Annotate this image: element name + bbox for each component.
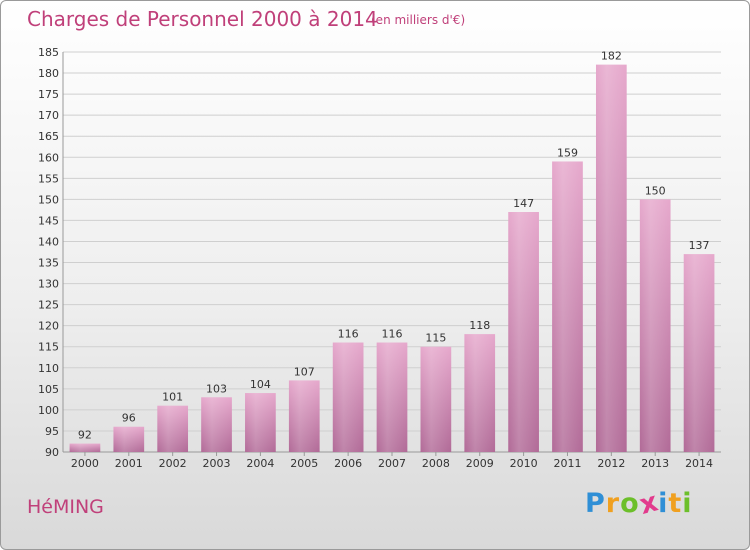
x-tick-label: 2013 [641,457,669,470]
value-label: 137 [689,239,710,252]
value-label: 104 [250,378,271,391]
bar-shine [201,397,232,452]
y-tick-label: 100 [38,404,59,417]
bar-shine [595,64,627,452]
x-tick-label: 2000 [71,457,99,470]
value-label: 115 [425,332,446,345]
logo-letter: o [620,488,640,519]
bar-shine [420,346,452,452]
value-label: 92 [78,429,92,442]
y-tick-label: 165 [38,130,59,143]
y-tick-label: 160 [38,151,59,164]
x-tick-label: 2007 [378,457,406,470]
value-label: 101 [162,391,183,404]
y-tick-label: 145 [38,214,59,227]
y-tick-label: 120 [38,320,59,333]
bar-shine [552,161,583,452]
x-tick-label: 2012 [597,457,625,470]
x-tick-label: 2010 [510,457,538,470]
x-tick-label: 2004 [246,457,274,470]
y-tick-label: 130 [38,278,59,291]
x-tick-label: 2006 [334,457,362,470]
value-label: 118 [469,319,490,332]
bar-shine [508,212,539,452]
x-tick-label: 2011 [553,457,581,470]
value-label: 182 [601,50,622,63]
y-tick-label: 155 [38,172,59,185]
x-axis: 2000 2001 2002 2003 2004 2005 2006 2007 2008 2009… [71,452,713,470]
value-label: 147 [513,197,534,210]
bar-shine [113,426,145,452]
value-label: 107 [294,365,315,378]
y-tick-label: 140 [38,235,59,248]
x-tick-label: 2002 [159,457,187,470]
bar-shine [332,342,364,452]
value-label: 116 [382,328,403,341]
bar-shine [464,334,496,452]
value-label: 96 [122,412,136,425]
bar-shine [157,405,189,452]
y-tick-label: 110 [38,362,59,375]
x-tick-label: 2008 [422,457,450,470]
y-tick-label: 185 [38,46,59,59]
logo-letter: i [658,488,669,519]
value-label: 103 [206,382,227,395]
value-label: 159 [557,146,578,159]
y-tick-label: 175 [38,88,59,101]
y-tick-label: 90 [45,446,59,459]
logo-letter: t [668,488,683,519]
logo-letter: i [682,488,693,519]
logo-letter: r [605,488,621,519]
y-tick-label: 150 [38,193,59,206]
bar-shine [69,443,101,452]
logo-letter: P [585,488,606,519]
x-tick-label: 2009 [466,457,494,470]
proxiti-logo: Proxiti [585,486,693,521]
x-tick-label: 2014 [685,457,713,470]
x-tick-label: 2001 [115,457,143,470]
y-tick-label: 105 [38,383,59,396]
bars: 92 96 101 103 104 107 116 116 115 118 147 159 182 150… [69,50,715,452]
x-tick-label: 2005 [290,457,318,470]
chart-subtitle: (en milliers d'€) [371,13,466,27]
y-tick-label: 180 [38,67,59,80]
bar-shine [245,393,276,452]
y-tick-label: 115 [38,341,59,354]
bar-shine [288,380,320,452]
value-label: 116 [338,328,359,341]
x-tick-label: 2003 [203,457,231,470]
chart-title: Charges de Personnel 2000 à 2014 [27,7,378,31]
y-tick-label: 95 [45,425,59,438]
bar-shine [376,342,408,452]
y-tick-label: 125 [38,299,59,312]
commune-name: HéMING [27,496,104,518]
y-tick-label: 135 [38,257,59,270]
bar-shine [683,254,715,452]
value-label: 150 [645,184,666,197]
bar-shine [639,199,671,452]
y-tick-label: 170 [38,109,59,122]
